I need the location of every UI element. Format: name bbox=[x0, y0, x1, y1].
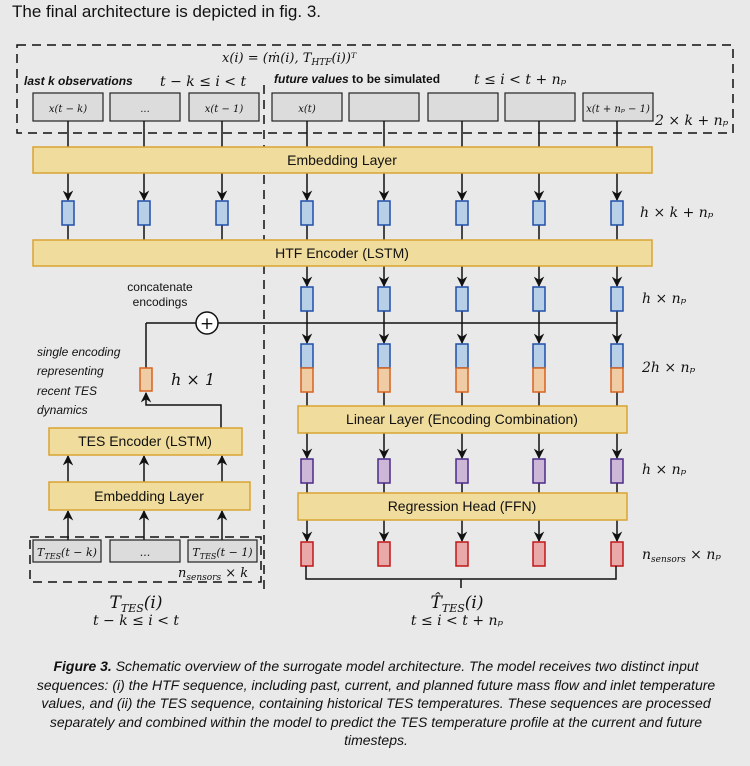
tes-dim: h × 1 bbox=[171, 370, 215, 389]
tes-input-box-label: ... bbox=[140, 546, 151, 559]
htf-input-box bbox=[582, 92, 654, 122]
regression-head-label: Regression Head (FFN) bbox=[388, 498, 537, 514]
single-note-4: dynamics bbox=[37, 403, 88, 417]
htf-input-box bbox=[348, 92, 420, 122]
single-note-3: recent TES bbox=[37, 384, 97, 398]
output-label: T̂TES(i) bbox=[431, 593, 484, 615]
output-vector bbox=[532, 541, 546, 567]
htf-input-box bbox=[188, 92, 260, 122]
tes-input-box bbox=[32, 539, 102, 563]
linear-layer bbox=[297, 405, 628, 434]
tes-part-vector bbox=[300, 367, 314, 393]
htf-input-box-label: x(t − k) bbox=[49, 104, 87, 115]
tes-input-box bbox=[187, 539, 258, 563]
htf-input-box-label: x(t − 1) bbox=[205, 104, 244, 115]
embedding-layer-htf bbox=[32, 146, 653, 174]
embedding-vector bbox=[610, 200, 624, 226]
past-range: t − k ≤ i < t bbox=[160, 74, 246, 90]
htf-input-group bbox=[16, 44, 734, 134]
tes-part-vector bbox=[455, 367, 469, 393]
embedding-vector bbox=[532, 200, 546, 226]
htf-input-box bbox=[427, 92, 499, 122]
tes-input-box-label: TTES(t − k) bbox=[37, 546, 97, 561]
tes-input-box bbox=[109, 539, 181, 563]
arrow bbox=[140, 391, 222, 428]
caption-text: Schematic overview of the surrogate mode… bbox=[36, 658, 716, 748]
past-label: last k observations bbox=[24, 74, 133, 88]
tes-part-vector bbox=[532, 367, 546, 393]
output-bracket bbox=[305, 566, 617, 588]
figure-caption: Figure 3. Schematic overview of the surr… bbox=[20, 657, 732, 750]
htf-part-vector bbox=[455, 343, 469, 369]
htf-part-vector bbox=[377, 343, 391, 369]
htf-definition: x(i) = (ṁ(i), THTF(i))ᵀ bbox=[222, 51, 357, 68]
htf-input-box bbox=[504, 92, 576, 122]
tes-encoding-vector bbox=[139, 367, 153, 392]
combined-vector bbox=[377, 458, 391, 484]
htf-encoder-layer bbox=[32, 239, 653, 267]
caption-label: Figure 3. bbox=[53, 658, 112, 674]
concat-note-2: encodings bbox=[133, 295, 188, 309]
embedding-vector bbox=[455, 200, 469, 226]
concat-dim: 2h × nₚ bbox=[641, 360, 696, 376]
htf-encoding-vector bbox=[377, 286, 391, 312]
combined-vector bbox=[610, 458, 624, 484]
htf-encoder-label: HTF Encoder (LSTM) bbox=[275, 245, 409, 261]
tes-part-vector bbox=[610, 367, 624, 393]
combined-vector bbox=[532, 458, 546, 484]
tes-input-label: TTES(i) bbox=[110, 593, 163, 615]
linear-layer-label: Linear Layer (Encoding Combination) bbox=[346, 411, 578, 427]
tes-input-box-label: TTES(t − 1) bbox=[192, 546, 252, 561]
output-vector bbox=[377, 541, 391, 567]
single-note-1: single encoding bbox=[37, 345, 121, 359]
embedding-layer-tes bbox=[48, 481, 251, 511]
concat-note-1: concatenate bbox=[127, 280, 193, 294]
tes-encoder-layer bbox=[48, 427, 243, 456]
linear-dim: h × nₚ bbox=[642, 462, 687, 478]
output-range: t ≤ i < t + nₚ bbox=[411, 613, 504, 629]
embedding-vector bbox=[137, 200, 151, 226]
tes-input-range: t − k ≤ i < t bbox=[93, 613, 179, 629]
regression-head bbox=[297, 492, 628, 521]
htf-part-vector bbox=[532, 343, 546, 369]
htf-part-vector bbox=[610, 343, 624, 369]
architecture-diagram: x(i) = (ṁ(i), THTF(i))ᵀ last k observati… bbox=[16, 44, 734, 629]
embedding-vector bbox=[61, 200, 75, 226]
htf-encoding-vector bbox=[610, 286, 624, 312]
output-vector bbox=[610, 541, 624, 567]
intro-text: The final architecture is depicted in fi… bbox=[12, 2, 321, 21]
future-label: future values to be simulated bbox=[274, 72, 440, 86]
embedding-layer-tes-label: Embedding Layer bbox=[94, 488, 204, 504]
htf-input-box-label: x(t + nₚ − 1) bbox=[586, 104, 650, 115]
output-dim: nsensors × nₚ bbox=[642, 547, 721, 565]
embedding-dim: h × k + nₚ bbox=[640, 205, 714, 221]
combined-vector bbox=[455, 458, 469, 484]
htf-input-box-label: ... bbox=[140, 104, 150, 115]
output-vector bbox=[300, 541, 314, 567]
htf-input-box-label: x(t) bbox=[298, 104, 316, 115]
tes-part-vector bbox=[377, 367, 391, 393]
embedding-vector bbox=[215, 200, 229, 226]
concatenate-icon bbox=[195, 311, 219, 335]
htf-input-dim: 2 × k + nₚ bbox=[654, 113, 729, 129]
combined-vector bbox=[300, 458, 314, 484]
tes-input-group bbox=[29, 536, 262, 583]
htf-input-box bbox=[32, 92, 104, 122]
tes-encoder-label: TES Encoder (LSTM) bbox=[78, 433, 212, 449]
embedding-layer-htf-label: Embedding Layer bbox=[287, 152, 397, 168]
single-note-2: representing bbox=[37, 364, 104, 378]
htf-encoding-vector bbox=[532, 286, 546, 312]
htf-input-box bbox=[109, 92, 181, 122]
htf-part-vector bbox=[300, 343, 314, 369]
plus-icon: + bbox=[200, 314, 214, 334]
output-vector bbox=[455, 541, 469, 567]
htf-dim: h × nₚ bbox=[642, 291, 687, 307]
embedding-vector bbox=[377, 200, 391, 226]
htf-encoding-vector bbox=[455, 286, 469, 312]
htf-encoding-vector bbox=[300, 286, 314, 312]
future-range: t ≤ i < t + nₚ bbox=[474, 72, 567, 88]
embedding-vector bbox=[300, 200, 314, 226]
tes-input-dim: nsensors × k bbox=[178, 566, 248, 583]
